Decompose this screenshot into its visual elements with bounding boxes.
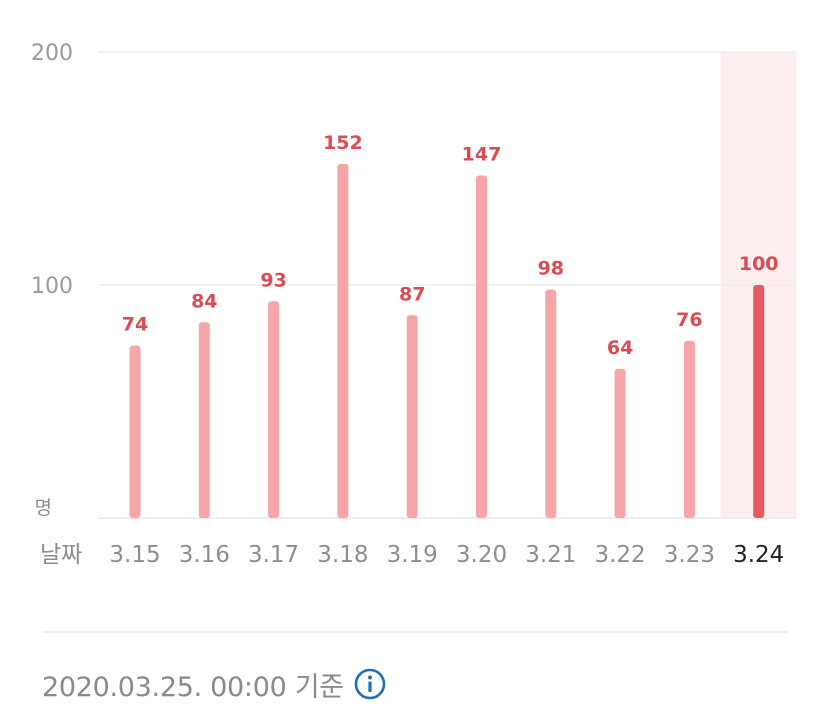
bar: [614, 368, 626, 518]
bar: [406, 315, 418, 518]
bar: [683, 340, 695, 518]
y-axis-label: 명: [35, 497, 52, 519]
footer: 2020.03.25. 00:00 기준: [42, 662, 386, 706]
y-tick-label: 200: [31, 41, 73, 66]
info-icon[interactable]: [354, 668, 386, 700]
bar: [476, 175, 487, 519]
data-label: 147: [462, 143, 502, 165]
bar: [337, 163, 349, 518]
x-tick-label: 3.23: [664, 542, 715, 568]
x-tick-label: 3.22: [594, 542, 645, 568]
x-tick-label: 3.16: [179, 542, 230, 568]
x-tick-label: 3.20: [456, 542, 507, 568]
divider: [42, 631, 788, 633]
data-label: 74: [122, 314, 148, 336]
timestamp-label: 2020.03.25. 00:00 기준: [42, 671, 344, 703]
data-label: 98: [538, 258, 564, 280]
x-tick-label: 3.17: [248, 542, 299, 568]
bar: [129, 345, 141, 518]
data-label: 87: [399, 283, 425, 305]
x-tick-label: 3.18: [317, 542, 368, 568]
y-tick-label: 100: [31, 274, 73, 299]
data-label: 152: [323, 132, 363, 154]
bar-chart: 200 100 명날짜 74 3.15 84 3.16 93 3.17 152 3.18 87 3.19…: [31, 41, 797, 568]
data-label: 93: [260, 269, 286, 291]
data-label: 84: [191, 290, 217, 312]
x-tick-label: 3.24: [733, 542, 784, 568]
x-tick-label: 3.15: [109, 542, 160, 568]
bar: [198, 322, 210, 518]
bar: [545, 289, 557, 518]
x-tick-label: 3.21: [525, 542, 576, 568]
x-tick-label: 3.19: [387, 542, 438, 568]
data-label: 64: [607, 337, 633, 359]
bar: [753, 285, 765, 518]
data-label: 100: [739, 253, 779, 275]
data-label: 76: [676, 309, 702, 331]
bar: [268, 301, 280, 518]
x-axis-label: 날짜: [40, 542, 82, 568]
